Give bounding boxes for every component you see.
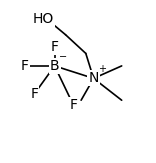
- Text: N: N: [88, 71, 99, 85]
- Text: B: B: [50, 59, 59, 73]
- Text: F: F: [51, 40, 59, 54]
- Text: HO: HO: [33, 12, 54, 26]
- Text: −: −: [59, 52, 67, 61]
- Text: F: F: [21, 59, 29, 73]
- Text: F: F: [69, 98, 77, 112]
- Text: F: F: [30, 87, 38, 101]
- Text: +: +: [98, 64, 106, 74]
